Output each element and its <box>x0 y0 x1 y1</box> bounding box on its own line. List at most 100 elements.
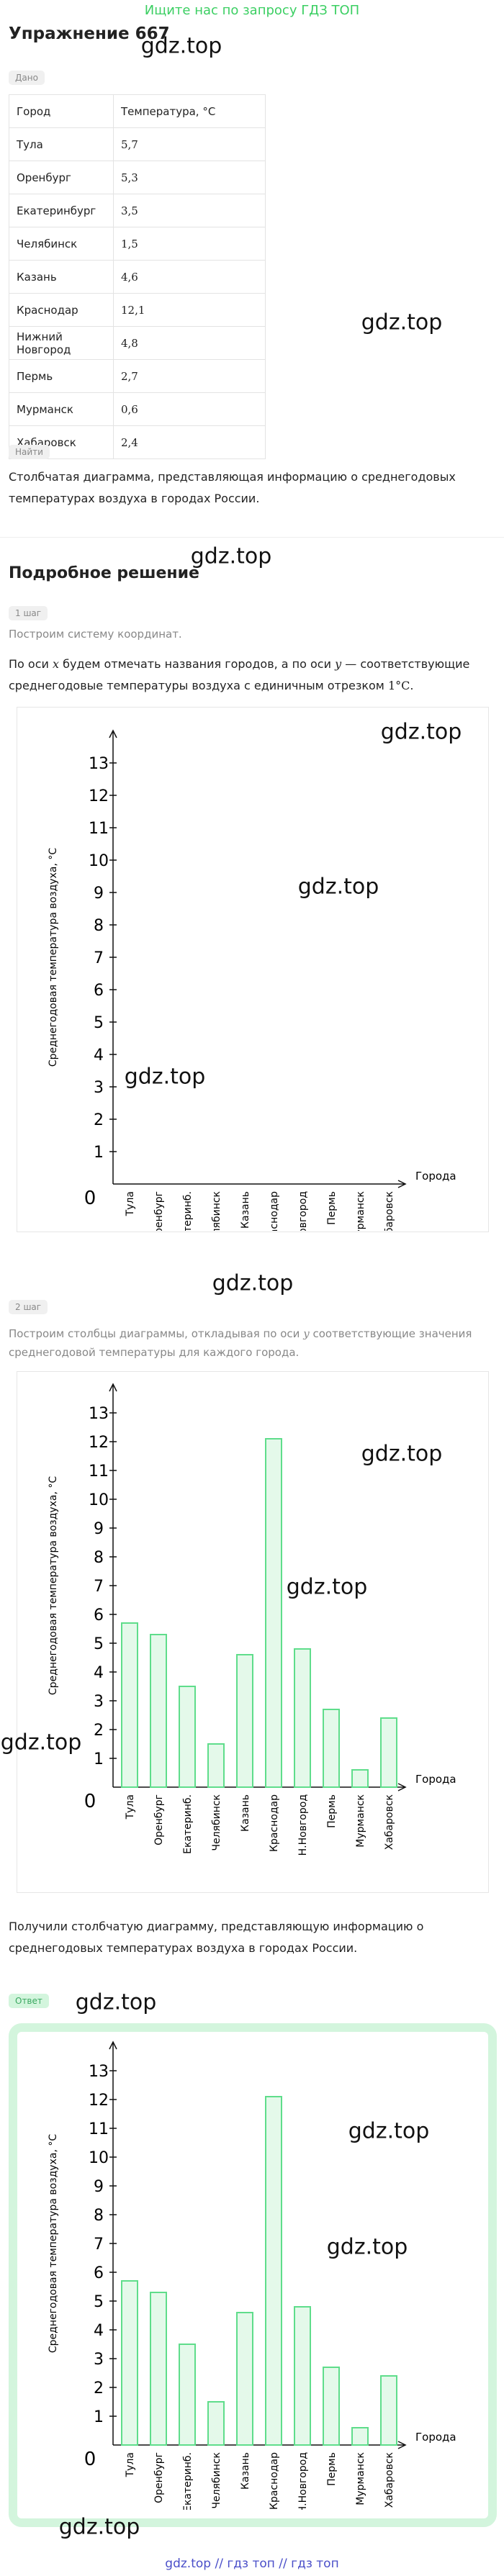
bar <box>207 2401 225 2446</box>
footer: gdz.top // гдз топ // гдз топ <box>165 2557 339 2571</box>
watermark: gdz.top <box>140 33 222 59</box>
given-table: Город Температура, °C Тула 5,7 Оренбург 5,3 Ек… <box>9 94 266 459</box>
answer-frame <box>9 2023 497 2527</box>
y-tick-label: 8 <box>94 1549 104 1567</box>
table-cell: Челябинск <box>9 227 114 261</box>
title: Упражнение 667 <box>9 24 170 43</box>
x-tick-label: Краснодар <box>269 1794 280 1852</box>
x-tick-label: Казань <box>240 2452 251 2490</box>
text: — соответствующие среднегодовые температ… <box>9 657 470 692</box>
y-tick-label: 7 <box>94 2236 104 2254</box>
watermark: gdz.top <box>190 543 272 569</box>
bar <box>380 2375 397 2446</box>
x-tick-label: Оренбург <box>153 1794 165 1845</box>
x-tick-label: Н.Новгород <box>297 1191 309 1231</box>
x-tick-label: Пермь <box>326 1794 338 1828</box>
x-axis-arrow <box>397 1783 407 1791</box>
text: соответствующие значения среднегодовой т… <box>9 1327 472 1359</box>
text: . <box>410 679 414 692</box>
answer-label: Ответ <box>9 1994 49 2008</box>
y-tick-label: 5 <box>94 1014 104 1032</box>
banner: Ищите нас по запросу ГДЗ ТОП <box>144 3 360 18</box>
header-cell: Город <box>9 94 114 128</box>
table-cell: 2,7 <box>113 359 266 393</box>
x-tick-label: Тула <box>125 1794 136 1820</box>
watermark: gdz.top <box>326 2234 408 2260</box>
bar <box>265 2096 282 2446</box>
bar <box>265 1438 282 1788</box>
step-label: 1 шаг <box>9 606 48 620</box>
y-tick-label: 11 <box>89 1463 109 1481</box>
y-tick-label: 8 <box>94 917 104 935</box>
x-tick-label: Пермь <box>326 2452 338 2486</box>
y-axis-label: Среднегодовая температура воздуха, °C <box>48 1476 59 1695</box>
y-tick-label: 12 <box>89 1434 109 1452</box>
table-row: Тула 5,7 <box>9 127 266 161</box>
bar <box>294 1648 311 1788</box>
origin-label: 0 <box>84 1791 96 1812</box>
y-axis-label: Среднегодовая температура воздуха, °C <box>48 2134 59 2353</box>
y-tick-label: 5 <box>94 1635 104 1653</box>
x-axis-arrow <box>397 2441 407 2449</box>
y-axis-arrow <box>109 729 117 738</box>
bar <box>150 2292 167 2446</box>
y-tick-label: 13 <box>89 1405 109 1423</box>
watermark: gdz.top <box>361 1441 443 1467</box>
y-tick-label: 3 <box>94 2351 104 2369</box>
y-tick-label: 5 <box>94 2293 104 2311</box>
bar <box>179 1686 196 1788</box>
y-tick-label: 13 <box>89 755 109 773</box>
table-cell: Краснодар <box>9 293 114 327</box>
step-label: 2 шаг <box>9 1300 48 1314</box>
table-cell: Екатеринбург <box>9 194 114 227</box>
watermark: gdz.top <box>361 309 443 335</box>
solution-title: Подробное решение <box>9 564 199 582</box>
chart-frame <box>17 1371 489 1893</box>
bar <box>323 2367 340 2446</box>
table-row: Пермь 2,7 <box>9 359 266 393</box>
watermark: gdz.top <box>58 2514 140 2540</box>
find-text: Столбчатая диаграмма, представляющая инф… <box>9 470 456 505</box>
x-tick-label: Мурманск <box>355 1794 366 1848</box>
step-text: По оси x будем отмечать названия городов… <box>9 654 495 697</box>
x-tick-label: Хабаровск <box>384 2452 395 2508</box>
bar <box>207 1743 225 1788</box>
header-cell: Температура, °C <box>113 94 266 128</box>
y-tick-label: 3 <box>94 1079 104 1097</box>
y-tick-label: 9 <box>94 885 104 903</box>
separator <box>0 537 504 538</box>
table-cell: Пермь <box>9 359 114 393</box>
x-tick-label: Челябинск <box>211 2452 222 2509</box>
x-tick-label: Мурманск <box>355 2452 366 2505</box>
table-cell: 4,8 <box>113 326 266 360</box>
chart: Города Среднегодовая температура воздуха,… <box>48 729 456 1231</box>
x-tick-label: Пермь <box>326 1191 338 1225</box>
x-tick-label: Хабаровск <box>384 1794 395 1850</box>
chart-frame <box>17 707 489 1232</box>
origin-label: 0 <box>84 2449 96 2470</box>
table-cell: Казань <box>9 260 114 294</box>
table-cell: 2,4 <box>113 425 266 459</box>
y-tick-label: 12 <box>89 787 109 805</box>
conclusion: Получили столбчатую диаграмму, представл… <box>9 1920 424 1955</box>
y-tick-label: 8 <box>94 2207 104 2225</box>
x-tick-label: Хабаровск <box>384 1191 395 1231</box>
bar <box>179 2344 196 2446</box>
step-intro: Построим систему координат. <box>9 628 182 641</box>
watermark: gdz.top <box>124 1064 206 1090</box>
y-tick-label: 1 <box>94 1750 104 1768</box>
x-tick-label: Краснодар <box>269 1191 280 1231</box>
table-cell: 3,5 <box>113 194 266 227</box>
origin-label: 0 <box>84 1188 96 1209</box>
text: будем отмечать названия городов, а по ос… <box>59 657 336 671</box>
x-axis-label: Города <box>415 1773 456 1786</box>
x-tick-label: Челябинск <box>211 1191 222 1231</box>
watermark: gdz.top <box>297 874 379 900</box>
table-cell: 0,6 <box>113 392 266 426</box>
table-row: Челябинск 1,5 <box>9 227 266 261</box>
bar <box>236 2312 253 2446</box>
x-axis-label: Города <box>415 2431 456 2444</box>
y-tick-label: 10 <box>89 2149 109 2167</box>
y-tick-label: 1 <box>94 2408 104 2426</box>
table-cell: 5,7 <box>113 127 266 161</box>
